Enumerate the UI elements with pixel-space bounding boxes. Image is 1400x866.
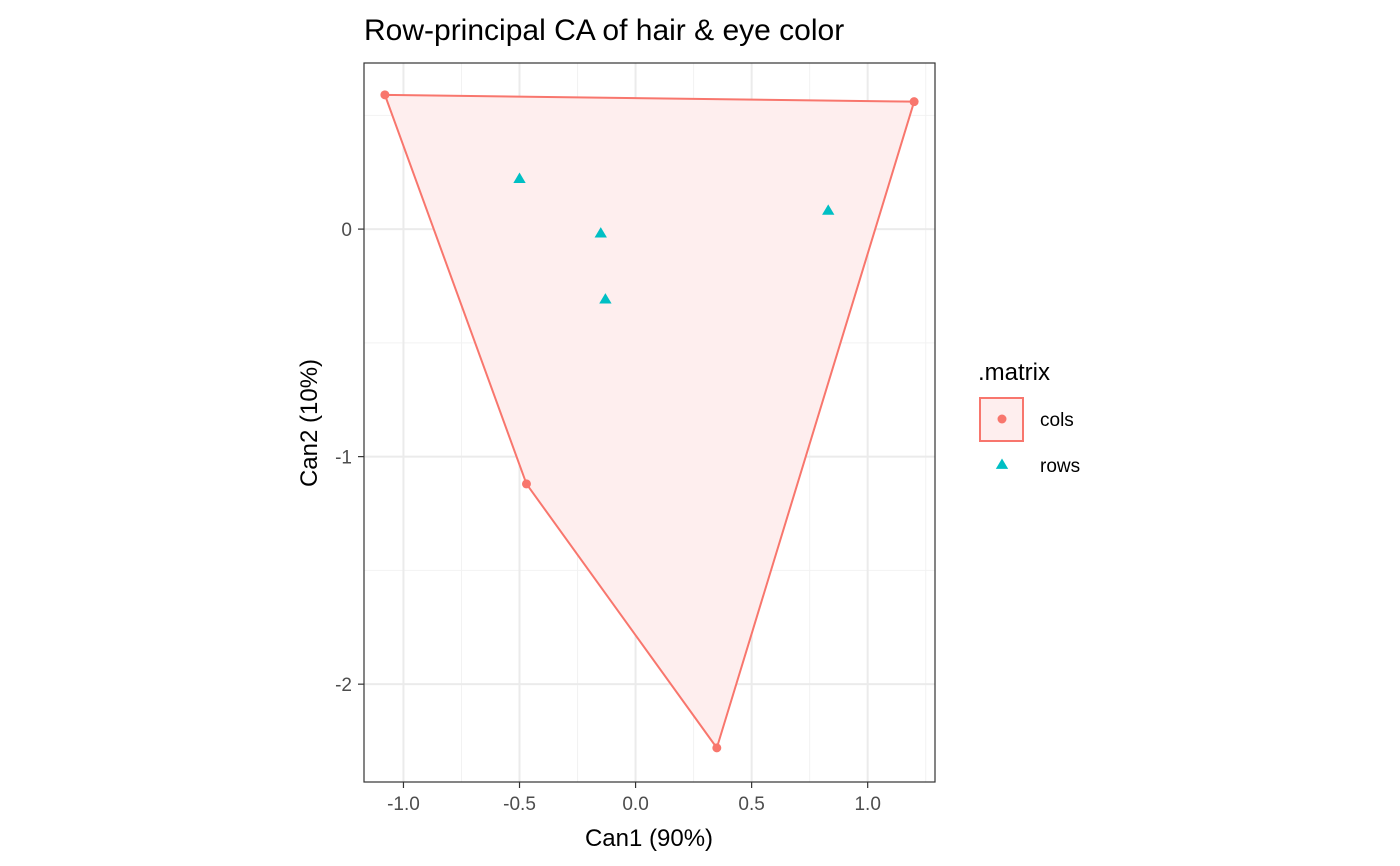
plot-border (363, 62, 936, 783)
x-axis-title: Can1 (90%) (585, 825, 713, 852)
cols-point (521, 479, 531, 489)
x-tick-label: 0.0 (622, 794, 648, 815)
y-tick-label: -1 (335, 448, 352, 469)
legend-label-cols: cols (1040, 410, 1074, 431)
legend-marker-cols (997, 414, 1007, 424)
legend-label-rows: rows (1040, 456, 1080, 477)
plot-area (363, 62, 936, 783)
rows-point (594, 227, 607, 238)
x-tick-label: 0.5 (738, 794, 764, 815)
x-tick-label: -1.0 (387, 794, 420, 815)
chart-title: Row-principal CA of hair & eye color (364, 14, 844, 47)
x-tick-label: -0.5 (503, 794, 536, 815)
rows-point (822, 204, 835, 215)
rows-point (599, 293, 612, 304)
rows-point (513, 172, 526, 183)
cols-point (909, 97, 919, 107)
legend-key-cols (979, 397, 1024, 442)
legend-marker-rows (995, 458, 1009, 469)
cols-point (380, 90, 390, 100)
cols-point (712, 743, 722, 753)
y-axis-title: Can2 (10%) (296, 359, 323, 487)
y-tick-label: 0 (341, 220, 352, 241)
y-tick-label: -2 (335, 675, 352, 696)
legend: .matrix cols rows (978, 359, 1080, 477)
x-tick-label: 1.0 (854, 794, 880, 815)
legend-title: .matrix (978, 359, 1050, 386)
